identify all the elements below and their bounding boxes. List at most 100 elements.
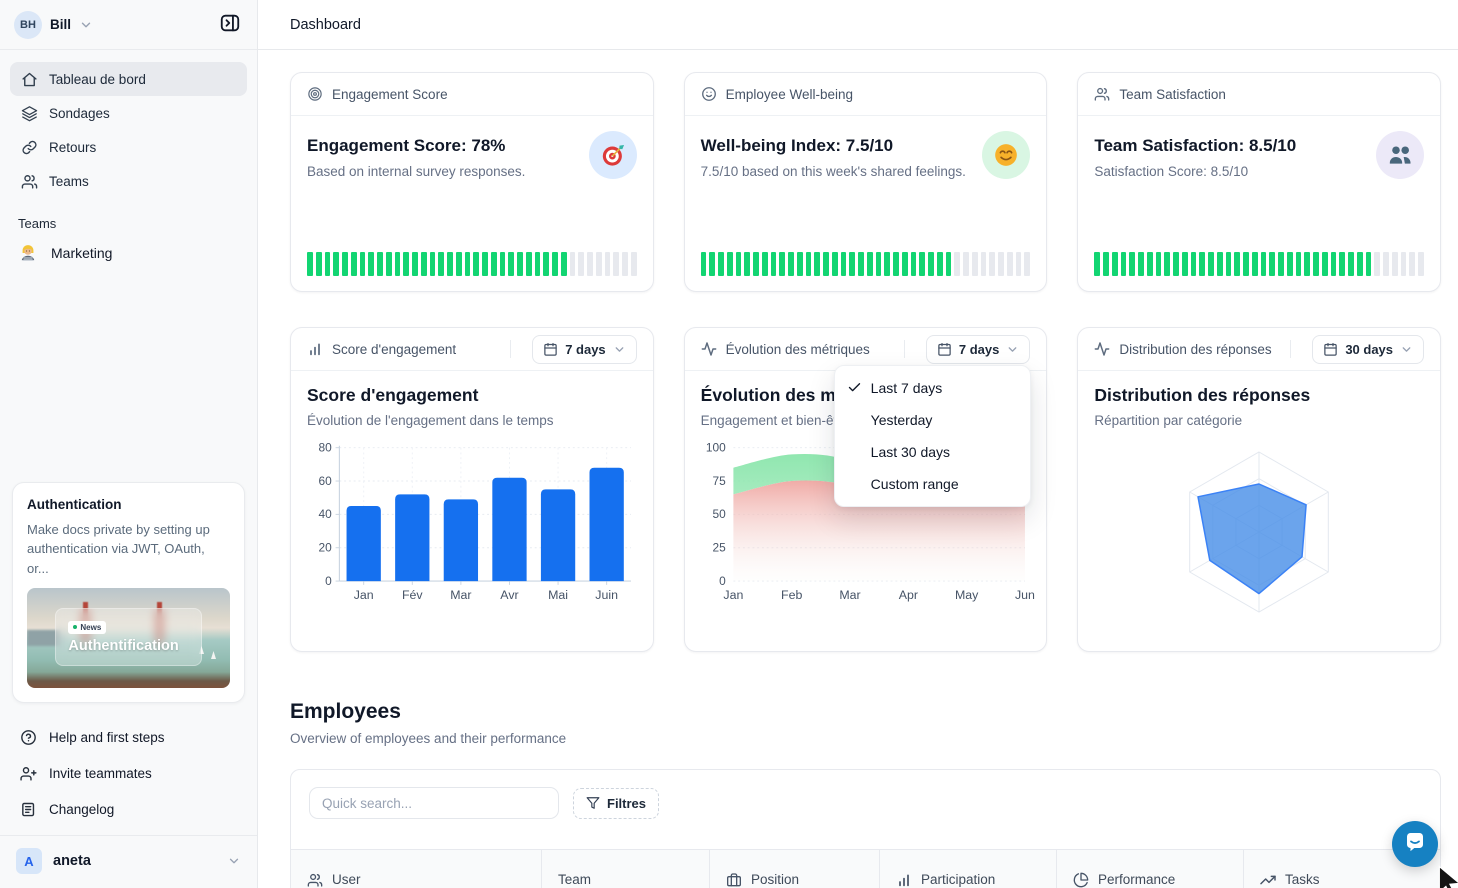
progress-segment [1015, 252, 1022, 276]
metric-cards-row: Engagement Score Engagement Score: 78% B… [290, 72, 1442, 292]
progress-segment [525, 252, 532, 276]
column-header-position[interactable]: Position [709, 850, 879, 888]
news-badge: News [68, 620, 107, 634]
column-label: Team [558, 872, 592, 887]
sidebar-item-retours[interactable]: Retours [10, 130, 247, 164]
users-icon [307, 872, 323, 888]
sidebar-team-marketing[interactable]: Marketing [0, 235, 257, 271]
progress-segment [901, 252, 908, 276]
filters-button[interactable]: Filtres [573, 787, 660, 819]
svg-text:60: 60 [319, 474, 333, 488]
progress-segment [587, 252, 593, 276]
sidebar-item-teams[interactable]: Teams [10, 164, 247, 198]
promo-title: Authentication [27, 496, 122, 512]
column-header-user[interactable]: User [291, 850, 541, 888]
card-body: Team Satisfaction: 8.5/10 Satisfaction S… [1078, 116, 1440, 292]
workspace-avatar: A [16, 848, 42, 874]
svg-text:May: May [955, 588, 979, 602]
progress-segment [350, 252, 357, 276]
progress-segment [508, 252, 514, 276]
help-circle-icon [20, 729, 37, 746]
employees-table-card: Filtres User Team Position Participation… [290, 769, 1441, 888]
progress-bar [1094, 252, 1424, 276]
sidebar-footer-links: Help and first steps Invite teammates Ch… [0, 713, 257, 835]
menu-item-custom-range[interactable]: Custom range [835, 468, 1030, 500]
svg-text:100: 100 [706, 440, 726, 454]
column-header-performance[interactable]: Performance [1056, 850, 1243, 888]
progress-segment [1330, 252, 1337, 276]
column-label: Performance [1098, 872, 1176, 887]
sidebar-link-invite-teammates[interactable]: Invite teammates [10, 755, 247, 791]
progress-segment [849, 252, 856, 276]
chart-title: Score d'engagement [307, 385, 479, 405]
progress-segment [490, 252, 497, 276]
progress-segment [866, 252, 873, 276]
engagement-bar-chart: 0 20 40 60 80 Jan Fév Mar Avr Mai Juin [319, 440, 631, 602]
progress-segment [342, 252, 348, 276]
smiley-outline-icon [701, 86, 717, 102]
progress-segment [385, 252, 392, 276]
user-avatar[interactable]: BH [14, 10, 42, 39]
progress-segment [368, 252, 374, 276]
progress-bar [700, 252, 1031, 276]
search-input[interactable] [309, 787, 559, 819]
sidebar-link-label: Changelog [49, 801, 115, 817]
chart-subtitle: Répartition par catégorie [1094, 413, 1243, 428]
svg-text:40: 40 [319, 507, 333, 521]
chat-launcher-button[interactable] [1392, 821, 1438, 867]
sidebar-link-help-and-first-steps[interactable]: Help and first steps [10, 719, 247, 755]
progress-segment [622, 252, 628, 276]
date-range-button[interactable]: 7 days [532, 334, 637, 364]
promo-card[interactable]: Authentication Make docs private by sett… [12, 481, 245, 703]
menu-item-last-30-days[interactable]: Last 30 days [835, 436, 1030, 468]
progress-segment [1146, 252, 1153, 276]
chevron-down-icon [1400, 343, 1413, 356]
workspace-row[interactable]: A aneta [0, 835, 257, 888]
users-icon [21, 173, 38, 190]
progress-segment [1278, 252, 1284, 276]
date-range-button[interactable]: 7 days [925, 334, 1031, 364]
workspace-name: aneta [53, 853, 91, 869]
sidebar-item-label: Retours [49, 139, 97, 155]
sidebar-collapse-button[interactable] [217, 12, 243, 38]
progress-segment [954, 252, 961, 276]
card-header-label: Team Satisfaction [1119, 86, 1226, 102]
menu-item-label: Last 7 days [870, 380, 943, 396]
employees-subtitle: Overview of employees and their performa… [290, 731, 567, 746]
svg-text:50: 50 [712, 507, 726, 521]
progress-segment [936, 252, 943, 276]
home-icon [21, 71, 38, 88]
metric-title: Engagement Score: 78% [307, 136, 506, 155]
news-dot-icon [73, 625, 78, 629]
progress-segment [560, 252, 567, 276]
check-placeholder [847, 476, 871, 492]
progress-segment [1295, 252, 1302, 276]
promo-body: Make docs private by setting up authenti… [27, 521, 210, 576]
divider [510, 340, 512, 358]
column-header-team[interactable]: Team [541, 850, 709, 888]
card-header-label: Score d'engagement [332, 341, 457, 357]
divider [903, 340, 905, 358]
column-header-tasks[interactable]: Tasks [1243, 850, 1440, 888]
divider [1290, 340, 1292, 358]
chart-cards-row: Score d'engagement 7 days Score d'engage… [290, 327, 1442, 652]
progress-segment [875, 252, 882, 276]
svg-text:Fév: Fév [402, 588, 423, 602]
column-header-participation[interactable]: Participation [879, 850, 1056, 888]
menu-item-yesterday[interactable]: Yesterday [835, 404, 1030, 436]
sidebar-team-list: Marketing [0, 235, 257, 271]
menu-item-last-7-days[interactable]: Last 7 days [835, 372, 1030, 404]
date-range-button[interactable]: 30 days [1312, 334, 1425, 364]
progress-segment [1418, 252, 1424, 276]
sidebar-item-tableau-de-bord[interactable]: Tableau de bord [10, 62, 247, 96]
progress-segment [315, 252, 322, 276]
svg-text:Feb: Feb [781, 588, 802, 602]
sidebar-item-sondages[interactable]: Sondages [10, 96, 247, 130]
progress-segment [1286, 252, 1293, 276]
sidebar-link-changelog[interactable]: Changelog [10, 791, 247, 827]
chevron-down-icon [227, 854, 241, 868]
engagement-chart-card: Score d'engagement 7 days Score d'engage… [290, 327, 654, 652]
user-name[interactable]: Bill [50, 17, 72, 32]
svg-text:Apr: Apr [898, 588, 917, 602]
progress-segment [971, 252, 978, 276]
